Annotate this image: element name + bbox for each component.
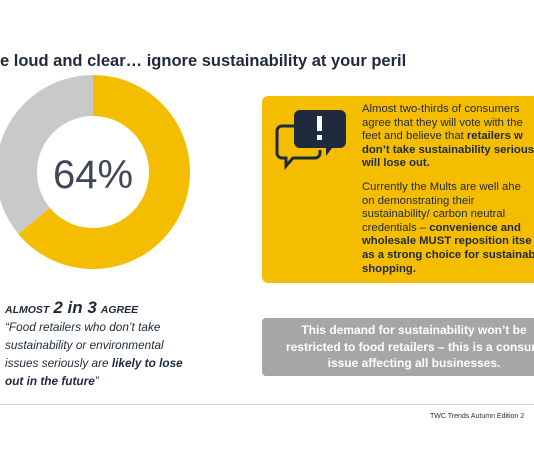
- text: agree that they will vote with the: [362, 116, 523, 129]
- bold-text: retailers w: [466, 130, 523, 143]
- bold-text: likely to lose: [111, 356, 183, 370]
- banner-line: This demand for sustainability won’t be: [301, 323, 527, 337]
- bold-text: don’t take sustainability serious: [362, 143, 534, 156]
- stat-heading: ALMOST 2 in 3 AGREE: [5, 298, 138, 318]
- banner-box: [262, 318, 534, 376]
- text: sustainability or environmental: [5, 338, 164, 352]
- text: sustainability/ carbon neutral: [362, 208, 506, 221]
- callout-text: Almost two-thirds of consumers agree that…: [362, 103, 534, 276]
- text-line: “Food retailers who don’t take: [5, 318, 183, 336]
- text-line: issues seriously are likely to lose: [5, 354, 183, 372]
- text-line: as a strong choice for sustainab: [362, 249, 534, 263]
- text: feet and believe that: [362, 130, 467, 143]
- text-line: don’t take sustainability serious: [362, 144, 534, 158]
- stat-prefix: ALMOST: [5, 304, 50, 316]
- paragraph: Almost two-thirds of consumers agree that…: [362, 103, 534, 171]
- text-line: agree that they will vote with the: [362, 117, 534, 131]
- text-line: feet and believe that retailers w: [362, 130, 534, 144]
- text: “Food retailers who don’t take: [5, 320, 161, 334]
- text-line: wholesale MUST reposition itse: [362, 235, 534, 249]
- center-label: 64%: [53, 153, 133, 197]
- banner-line: restricted to food retailers – this is a…: [285, 339, 534, 354]
- text: on demonstrating their: [362, 194, 475, 207]
- banner-text: This demand for sustainability won’t be r…: [279, 322, 534, 372]
- bold-text: out in the future: [5, 374, 95, 388]
- text-line: Currently the Mults are well ahe: [362, 181, 534, 195]
- text-line: will lose out.: [362, 157, 534, 171]
- paragraph: Currently the Mults are well ahe on demon…: [362, 181, 534, 276]
- stat-suffix: AGREE: [100, 304, 139, 316]
- text: ”: [94, 374, 99, 388]
- bold-text: wholesale MUST reposition itse: [362, 235, 532, 248]
- text-line: on demonstrating their: [362, 195, 534, 209]
- stat-highlight: 2 in 3: [53, 298, 97, 317]
- footer: TWC Trends Autumn Edition 2: [430, 413, 525, 420]
- text: issues seriously are: [5, 356, 112, 370]
- quote: “Food retailers who don’t take sustainabi…: [5, 318, 183, 390]
- donut-chart: 64%: [0, 75, 190, 269]
- text-line: out in the future”: [5, 372, 183, 390]
- banner-line: issue affecting all businesses.: [327, 356, 501, 370]
- text: credentials –: [362, 221, 430, 234]
- text: Almost two-thirds of consumers: [362, 103, 520, 115]
- text-line: Almost two-thirds of consumers: [362, 103, 534, 117]
- text-line: sustainability/ carbon neutral: [362, 208, 534, 222]
- slide-title: e loud and clear… ignore sustainability …: [0, 52, 407, 70]
- donut-slice: [0, 75, 93, 234]
- text-line: shopping.: [362, 263, 534, 277]
- footer-rule: [0, 404, 534, 405]
- text: Currently the Mults are well ahe: [362, 180, 521, 193]
- text-line: sustainability or environmental: [5, 336, 183, 354]
- text-line: credentials – convenience and: [362, 222, 534, 236]
- bold-text: as a strong choice for sustainab: [362, 248, 534, 261]
- donut-slice: [18, 75, 190, 269]
- bold-text: will lose out.: [362, 157, 430, 170]
- bold-text: shopping.: [362, 262, 416, 275]
- bold-text: convenience and: [429, 221, 521, 234]
